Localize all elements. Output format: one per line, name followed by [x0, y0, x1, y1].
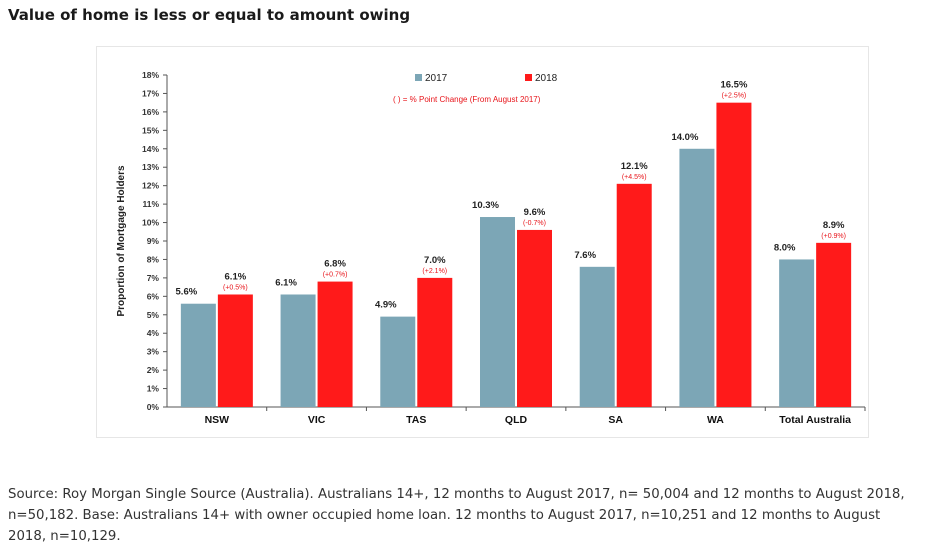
data-label-2017: 4.9%	[375, 300, 397, 311]
data-label-2018: 7.0%	[424, 255, 446, 266]
legend-label-2017: 2017	[425, 73, 448, 84]
bar-2018	[816, 242, 852, 407]
change-label-2018: (+0.5%)	[223, 284, 248, 291]
bar-2017	[779, 259, 815, 407]
y-tick-label: 12%	[142, 181, 159, 191]
source-note: Source: Roy Morgan Single Source (Austra…	[8, 487, 905, 544]
change-label-2018: (+0.9%)	[821, 233, 846, 240]
y-tick-label: 0%	[147, 402, 160, 412]
y-tick-label: 6%	[147, 291, 160, 301]
y-tick-label: 9%	[147, 236, 160, 246]
data-label-2018: 9.6%	[524, 207, 546, 218]
x-category-label: QLD	[505, 414, 528, 426]
y-tick-label: 7%	[147, 273, 160, 283]
bar-2018	[217, 294, 253, 407]
y-tick-label: 11%	[142, 199, 159, 209]
bar-2017	[679, 148, 715, 407]
bar-2017	[579, 266, 615, 407]
data-label-2017: 6.1%	[275, 277, 297, 288]
data-label-2018: 16.5%	[720, 80, 747, 91]
bar-2017	[180, 303, 216, 407]
change-label-2018: (+2.5%)	[722, 93, 747, 100]
x-category-label: VIC	[308, 414, 326, 426]
change-label-2018: (+0.7%)	[323, 272, 348, 279]
x-category-label: TAS	[406, 414, 426, 426]
bar-2018	[517, 229, 552, 407]
change-label-2018: (-0.7%)	[523, 220, 546, 227]
y-tick-label: 8%	[147, 254, 160, 264]
data-label-2017: 8.0%	[774, 242, 796, 253]
y-axis-title: Proportion of Mortgage Holders	[116, 165, 127, 317]
y-tick-label: 1%	[147, 384, 160, 394]
data-label-2018: 6.1%	[225, 271, 247, 282]
bar-chart: 0% 1% 2% 3% 4% 5% 6% 7% 8% 9% 10% 11% 12% 13% 14% 15% 16…	[116, 70, 866, 426]
data-label-2017: 7.6%	[574, 250, 596, 261]
annotation-note: ( ) = % Point Change (From August 2017)	[393, 95, 541, 104]
bar-2017	[380, 316, 416, 407]
x-category-label: Total Australia	[779, 414, 851, 426]
bar-2018	[417, 277, 453, 407]
y-tick-label: 2%	[147, 365, 160, 375]
chart-frame: 0% 1% 2% 3% 4% 5% 6% 7% 8% 9% 10% 11% 12% 13% 14% 15% 16…	[96, 46, 869, 438]
y-tick-label: 17%	[142, 88, 159, 98]
data-label-2018: 6.8%	[324, 259, 346, 270]
bar-2018	[317, 281, 353, 407]
y-tick-label: 5%	[147, 310, 160, 320]
page-title: Value of home is less or equal to amount…	[8, 6, 411, 24]
x-category-label: WA	[707, 414, 724, 426]
data-label-2017: 10.3%	[472, 200, 499, 211]
legend-label-2018: 2018	[535, 73, 558, 84]
bar-2017	[280, 294, 316, 407]
bar-2017	[480, 217, 515, 407]
y-tick-label: 10%	[142, 218, 159, 228]
data-label-2018: 12.1%	[621, 161, 648, 172]
y-tick-label: 13%	[142, 162, 159, 172]
x-category-label: NSW	[205, 414, 230, 426]
change-label-2018: (+4.5%)	[622, 174, 647, 181]
legend-swatch-2017	[415, 74, 422, 81]
y-tick-label: 18%	[142, 70, 159, 80]
legend-swatch-2018	[525, 74, 532, 81]
change-label-2018: (+2.1%)	[422, 268, 447, 275]
data-label-2018: 8.9%	[823, 220, 845, 231]
y-tick-label: 15%	[142, 125, 159, 135]
x-category-label: SA	[608, 414, 623, 426]
bar-2018	[616, 183, 652, 407]
y-tick-label: 4%	[147, 328, 160, 338]
data-label-2017: 5.6%	[176, 287, 198, 298]
data-label-2017: 14.0%	[671, 132, 698, 143]
y-tick-label: 3%	[147, 347, 160, 357]
bar-2018	[716, 102, 752, 407]
y-tick-label: 14%	[142, 144, 159, 154]
y-tick-label: 16%	[142, 107, 159, 117]
